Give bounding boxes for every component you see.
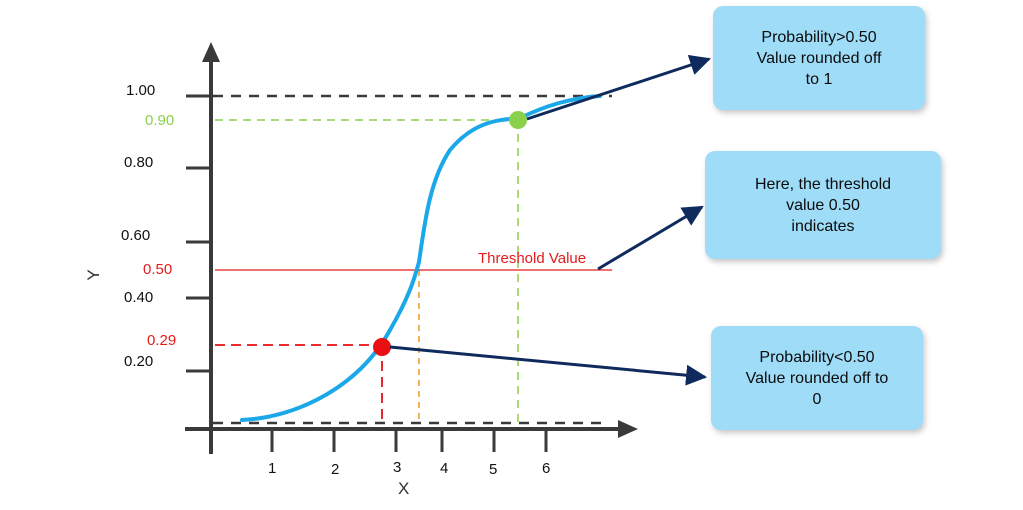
threshold-label: Threshold Value — [478, 250, 586, 267]
y-marker-high: 0.90 — [145, 112, 174, 129]
callout-line: Here, the threshold — [754, 175, 892, 193]
x-tick-label: 5 — [489, 461, 497, 478]
callout-line: indicates — [791, 217, 855, 235]
threshold-callout-arrow — [597, 205, 704, 271]
high-callout-arrow — [526, 54, 711, 121]
threshold-callout: Here, the threshold value 0.50 indicates — [705, 151, 941, 259]
y-tick-label: 0.80 — [124, 154, 153, 171]
high-probability-point — [509, 111, 527, 129]
callout-line: Probability<0.50 — [759, 348, 875, 366]
y-marker-low: 0.29 — [147, 332, 176, 349]
y-tick-label: 1.00 — [126, 82, 155, 99]
x-tick-label: 4 — [440, 460, 448, 477]
x-axis-title: X — [398, 479, 409, 498]
y-marker-threshold: 0.50 — [143, 261, 172, 278]
low-probability-point — [373, 338, 391, 356]
callout-line: Probability>0.50 — [761, 28, 877, 46]
x-tick-label: 3 — [393, 459, 401, 476]
callout-line: Value rounded off to — [745, 369, 889, 387]
high-probability-callout: Probability>0.50 Value rounded off to 1 — [713, 6, 925, 110]
low-probability-callout: Probability<0.50 Value rounded off to 0 — [711, 326, 923, 430]
low-callout-arrow — [389, 345, 708, 386]
callout-line: to 1 — [805, 70, 833, 88]
x-tick-label: 6 — [542, 460, 550, 477]
x-tick-label: 2 — [331, 461, 339, 478]
callout-line: Value rounded off — [756, 49, 882, 67]
y-tick-label: 0.20 — [124, 353, 153, 370]
x-tick-label: 1 — [268, 460, 276, 477]
y-tick-label: 0.40 — [124, 289, 153, 306]
y-tick-label: 0.60 — [121, 227, 150, 244]
x-axis-arrow — [618, 420, 638, 438]
callout-line: value 0.50 — [786, 196, 860, 214]
y-axis-arrow — [202, 42, 220, 62]
y-axis-title: Y — [84, 269, 103, 280]
callout-line: 0 — [812, 390, 822, 408]
